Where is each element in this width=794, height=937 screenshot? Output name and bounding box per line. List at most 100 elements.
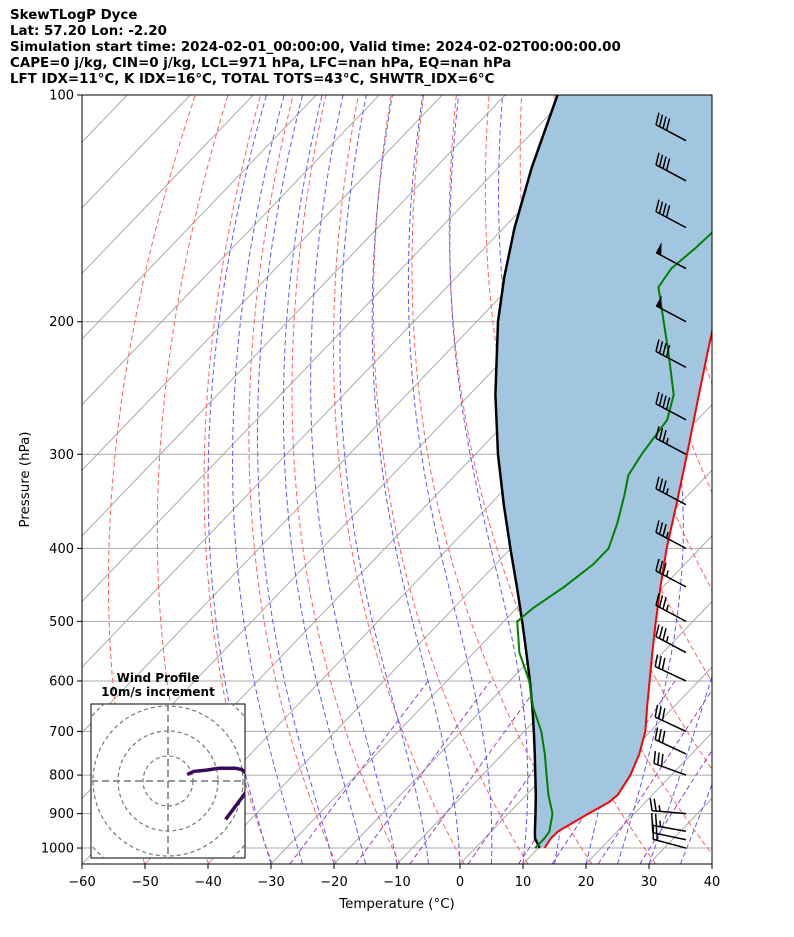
barb-staff [652,831,687,841]
barb-flag [665,205,671,218]
stability-line: CAPE=0 j/kg, CIN=0 j/kg, LCL=971 hPa, LF… [10,56,512,71]
isotherm-line [82,95,254,275]
isotherm-line [82,95,380,406]
wind-barb [655,520,687,550]
wind-barb [654,704,687,733]
barb-flag [662,562,667,575]
barb-staff [655,604,687,623]
wind-barb [655,391,687,421]
y-tick-label: 500 [49,615,74,630]
wind-barb [655,112,687,142]
x-tick-label: −20 [320,875,347,890]
wind-barb [655,624,687,654]
barb-flag [658,478,664,491]
temperature-line [543,326,712,849]
moist-adiabat [257,95,335,864]
barb-flag [661,730,666,744]
axes: −60 −50 −40 −30 −20 −10 0 10 20 30 40 100 200 300 400 5… [18,89,720,913]
y-tick-label: 600 [49,674,74,689]
x-axis-label: Temperature (°C) [338,897,455,912]
isotherm-line [82,95,443,471]
moist-adiabat [711,862,712,864]
barb-flag [658,428,664,441]
hodograph-trace [186,766,245,821]
barb-flag [658,706,662,719]
wind-barb [649,798,687,815]
isotherm-line [82,95,506,537]
hodograph-title: Wind Profile [117,671,200,685]
barb-flag [665,158,671,171]
moist-adiabat [371,95,461,864]
y-tick-label: 800 [49,769,74,784]
barb-flag [662,156,667,169]
barb-flag [649,798,653,811]
barb-flag [655,426,660,439]
barb-flag [654,813,658,827]
moist-adiabat [310,95,398,864]
dry-adiabat [750,95,794,864]
barb-flag [655,112,660,125]
dry-adiabat [248,95,337,864]
mixing-ratio-line [289,680,429,864]
mixing-ratio-line [409,680,542,864]
barb-flag [655,476,660,489]
dry-adiabat [291,95,401,864]
barb-flag [654,704,659,718]
x-tick-label: 10 [515,875,532,890]
barb-half-flag [665,570,669,577]
wind-barb [653,751,687,776]
barb-staff [655,350,687,369]
barb-flag [658,393,664,406]
barb-flag [653,798,657,812]
barb-half-flag [665,531,669,539]
barb-flag [662,628,667,641]
barb-staff [655,635,687,654]
x-tick-label: 30 [641,875,658,890]
moist-adiabat [449,95,529,864]
barb-flag [658,728,662,742]
barb-flag [655,391,660,405]
wind-barb [655,241,687,270]
wind-barb [655,339,687,369]
barb-flag [655,339,660,352]
barb-staff [655,124,687,142]
y-tick-label: 1000 [41,842,74,857]
x-tick-label: −10 [383,875,410,890]
moist-adiabat [648,674,712,864]
isotherm-line [82,95,632,668]
hodograph-subtitle: 10m/s increment [101,685,215,699]
y-tick-label: 300 [49,448,74,463]
barb-flag [657,752,660,765]
dry-adiabat [372,95,529,864]
x-tick-label: 40 [704,875,721,890]
moist-adiabat [680,783,712,864]
barb-flag [661,708,666,721]
isotherm-line [82,95,317,340]
wind-barb [650,812,687,833]
barb-staff [655,531,687,550]
barb-half-flag [665,437,669,445]
barb-flag [655,624,660,637]
barb-staff [654,716,687,733]
cin-cape-shading [495,95,712,848]
barb-flag [658,341,664,354]
barb-staff [652,838,687,849]
barb-flag [665,118,671,131]
barb-half-flag [665,636,669,643]
wind-barb [655,593,687,623]
barb-flag [662,429,667,443]
mixing-ratio-line [597,689,712,864]
moist-adiabat [407,95,493,864]
barb-pennant [655,241,662,256]
barb-flag [658,154,664,167]
barb-flag [662,523,667,537]
dry-adiabat [783,95,794,864]
wind-barb [655,476,687,506]
dry-adiabat [411,95,593,864]
barb-flag [658,114,664,127]
barb-flag [655,199,660,212]
barb-staff [653,762,687,776]
wind-barb [654,727,687,755]
barb-flag [655,558,660,572]
